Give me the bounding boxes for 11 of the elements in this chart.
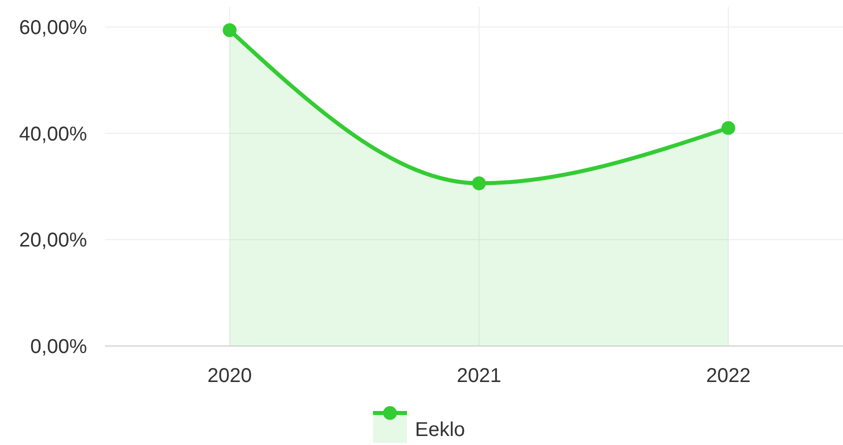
y-tick-label: 60,00% [19, 17, 88, 39]
point [472, 176, 486, 190]
y-tick-label: 0,00% [30, 336, 88, 358]
point [222, 23, 237, 38]
x-tick-label: 2020 [207, 365, 252, 387]
y-tick-label: 40,00% [19, 123, 88, 146]
x-tick-label: 2021 [456, 365, 502, 387]
point [721, 121, 736, 135]
x-tick-label: 2022 [706, 365, 751, 387]
legend-label: Eeklo [415, 419, 466, 441]
y-tick-label: 20,00% [19, 230, 88, 252]
